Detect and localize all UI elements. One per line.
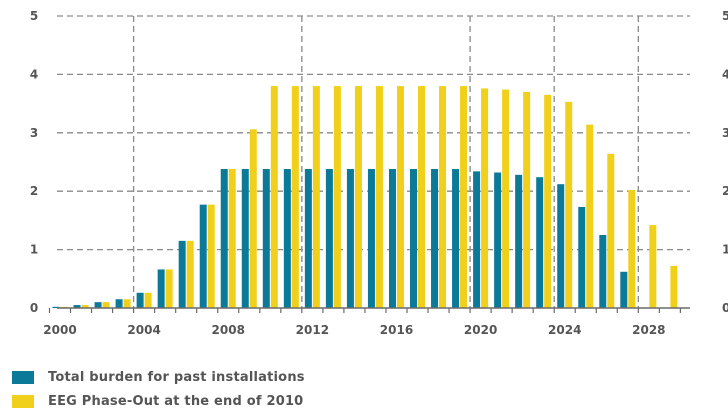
period-divider-layer: [132, 16, 639, 308]
grid-layer: [57, 15, 690, 251]
bar-eeg-phase-out-2004: [144, 292, 152, 308]
bar-total-burden-2004: [136, 292, 144, 308]
bar-eeg-phase-out-2020: [481, 88, 489, 308]
x-tick-label-2016: 2016: [380, 323, 413, 337]
legend-swatch-eeg-phase-out: [12, 394, 34, 408]
y-tick-label-2: 2: [30, 184, 38, 198]
bar-total-burden-2021: [494, 172, 502, 308]
legend-label-eeg-phase-out: EEG Phase-Out at the end of 2010: [48, 393, 304, 409]
bar-total-burden-2025: [578, 206, 586, 308]
bar-eeg-phase-out-2009: [249, 129, 257, 308]
bar-total-burden-2015: [367, 169, 375, 308]
bar-eeg-phase-out-2017: [418, 86, 426, 308]
y-tick-label-3: 3: [30, 126, 38, 140]
legend: Total burden for past installations EEG …: [12, 365, 305, 413]
x-tick-label-2024: 2024: [548, 323, 581, 337]
legend-label-total-burden: Total burden for past installations: [48, 369, 305, 385]
bar-eeg-phase-out-2026: [607, 153, 615, 308]
bar-total-burden-2011: [283, 169, 291, 308]
x-tick-label-2004: 2004: [127, 323, 160, 337]
bar-total-burden-2027: [620, 271, 628, 308]
tick-label-layer: 0 1 2 3 4 5 0 1 2 3 4 5 2000 2004 2008 2012 2016 2020 2024…: [30, 9, 728, 337]
bar-total-burden-2019: [452, 169, 460, 308]
bar-total-burden-2009: [241, 169, 249, 308]
x-tick-label-2008: 2008: [212, 323, 245, 337]
bar-eeg-phase-out-2023: [544, 94, 552, 308]
bar-eeg-phase-out-2006: [186, 240, 194, 308]
bar-total-burden-2016: [388, 169, 396, 308]
bar-total-burden-2003: [115, 299, 123, 308]
bar-total-burden-2017: [410, 169, 418, 308]
bar-total-burden-2005: [157, 269, 165, 308]
bar-eeg-phase-out-2019: [460, 86, 468, 308]
bar-eeg-phase-out-2024: [565, 101, 573, 309]
axis-layer: [48, 307, 690, 313]
bar-eeg-phase-out-2003: [123, 299, 131, 308]
y-tick-label-5: 5: [30, 9, 38, 23]
right-y-tick-label-1: 1: [722, 243, 728, 257]
right-y-tick-label-5: 5: [722, 9, 728, 23]
bar-total-burden-2001: [73, 305, 81, 308]
bar-eeg-phase-out-2011: [291, 86, 299, 308]
legend-swatch-total-burden: [12, 370, 34, 384]
right-y-tick-label-2: 2: [722, 184, 728, 198]
bar-eeg-phase-out-2001: [81, 305, 89, 308]
bar-eeg-phase-out-2005: [165, 269, 173, 308]
bar-eeg-phase-out-2014: [354, 86, 362, 308]
y-tick-label-1: 1: [30, 243, 38, 257]
right-y-tick-label-3: 3: [722, 126, 728, 140]
right-y-tick-label-0: 0: [722, 301, 728, 315]
bar-total-burden-2002: [94, 302, 102, 308]
legend-item-eeg-phase-out: EEG Phase-Out at the end of 2010: [12, 389, 305, 413]
bar-eeg-phase-out-2012: [312, 86, 320, 308]
bar-total-burden-2013: [325, 169, 333, 308]
bar-eeg-phase-out-2007: [207, 204, 215, 308]
bar-eeg-phase-out-2015: [375, 86, 383, 308]
bar-total-burden-2010: [262, 169, 270, 308]
bar-eeg-phase-out-2025: [586, 124, 594, 309]
bar-eeg-phase-out-2028: [649, 225, 657, 308]
bar-total-burden-2006: [178, 240, 186, 308]
bar-total-burden-2007: [199, 204, 207, 308]
bar-total-burden-2018: [431, 169, 439, 308]
right-y-tick-label-4: 4: [722, 67, 728, 81]
x-tick-label-2020: 2020: [464, 323, 497, 337]
bar-eeg-phase-out-2029: [670, 265, 678, 308]
bar-total-burden-2000: [52, 306, 60, 308]
chart: 0 1 2 3 4 5 0 1 2 3 4 5 2000 2004 2008 2012 2016 2020 2024…: [30, 9, 728, 337]
bar-eeg-phase-out-2013: [333, 86, 341, 308]
bar-total-burden-2022: [515, 174, 523, 308]
bar-eeg-phase-out-2002: [102, 302, 110, 308]
bar-eeg-phase-out-2010: [270, 86, 278, 308]
bar-eeg-phase-out-2008: [228, 169, 236, 308]
bar-eeg-phase-out-2016: [396, 86, 404, 308]
x-tick-label-2028: 2028: [632, 323, 665, 337]
y-tick-label-4: 4: [30, 67, 38, 81]
bar-total-burden-2023: [536, 177, 544, 308]
bar-total-burden-2012: [304, 169, 312, 308]
bar-eeg-phase-out-2021: [502, 89, 510, 308]
bar-total-burden-2014: [346, 169, 354, 308]
x-tick-label-2000: 2000: [43, 323, 76, 337]
y-tick-label-0: 0: [30, 301, 38, 315]
legend-item-total-burden: Total burden for past installations: [12, 365, 305, 389]
bar-total-burden-2008: [220, 169, 228, 308]
bar-layer: [52, 86, 678, 309]
bar-total-burden-2024: [557, 184, 565, 308]
bar-eeg-phase-out-2027: [628, 190, 636, 308]
bar-total-burden-2026: [599, 235, 607, 308]
bar-total-burden-2020: [473, 171, 481, 308]
bar-eeg-phase-out-2018: [439, 86, 447, 308]
x-tick-label-2012: 2012: [296, 323, 329, 337]
bar-eeg-phase-out-2022: [523, 91, 531, 308]
